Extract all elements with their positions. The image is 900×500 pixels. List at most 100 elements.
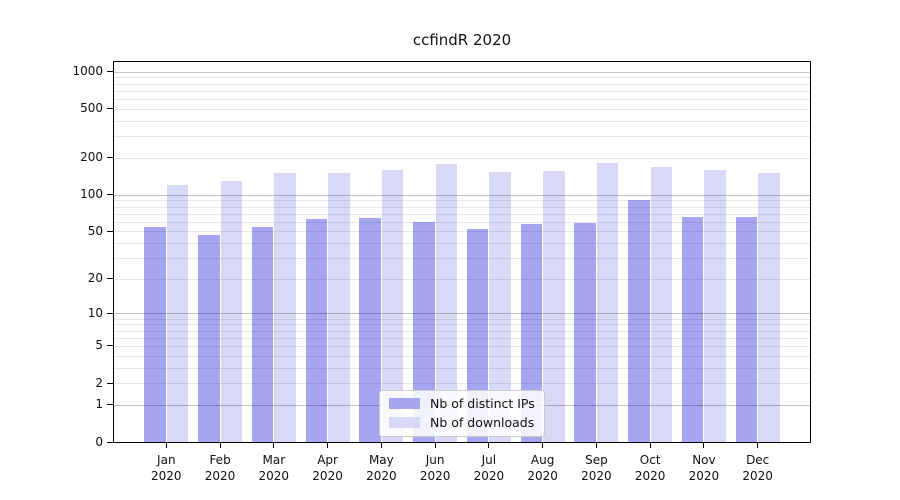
gridline-minor-800 bbox=[114, 83, 810, 85]
ytick-mark-2 bbox=[107, 382, 113, 384]
bar-distinct-ips-apr bbox=[305, 219, 328, 442]
bar-distinct-ips-nov bbox=[681, 216, 704, 442]
ytick-label-5: 5 bbox=[95, 338, 103, 353]
ytick-mark-500 bbox=[107, 108, 113, 110]
gridline-minor-90 bbox=[114, 200, 810, 202]
xtick-label-feb: Feb 2020 bbox=[204, 453, 236, 483]
ytick-label-0: 0 bbox=[95, 434, 103, 449]
bar-distinct-ips-dec bbox=[735, 216, 758, 442]
xtick-mark-feb bbox=[219, 443, 221, 448]
ytick-mark-5 bbox=[107, 345, 113, 347]
legend: Nb of distinct IPs Nb of downloads bbox=[379, 390, 545, 437]
bar-distinct-ips-aug bbox=[520, 224, 543, 442]
gridline-minor-3 bbox=[114, 367, 810, 369]
xtick-label-sep: Sep 2020 bbox=[581, 453, 612, 483]
ytick-mark-50 bbox=[107, 230, 113, 232]
bar-downloads-feb bbox=[220, 181, 243, 442]
chart-title: ccfindR 2020 bbox=[412, 31, 512, 49]
ytick-mark-100 bbox=[107, 194, 113, 196]
bar-downloads-apr bbox=[328, 172, 350, 442]
ytick-mark-0 bbox=[107, 441, 113, 443]
xtick-mark-jan bbox=[165, 443, 167, 448]
legend-swatch-downloads bbox=[389, 417, 420, 428]
ytick-mark-1 bbox=[107, 404, 113, 406]
bar-distinct-ips-sep bbox=[574, 222, 596, 442]
xtick-label-may: May 2020 bbox=[366, 453, 397, 483]
bar-downloads-jul bbox=[489, 172, 511, 442]
gridline-major-100 bbox=[114, 194, 810, 196]
xtick-mark-aug bbox=[542, 443, 544, 448]
xtick-label-jul: Jul 2020 bbox=[473, 453, 505, 483]
gridline-major-10 bbox=[114, 313, 810, 315]
bar-downloads-aug bbox=[543, 170, 565, 442]
gridline-minor-30 bbox=[114, 257, 810, 259]
gridline-minor-7 bbox=[114, 330, 810, 332]
ytick-label-2: 2 bbox=[95, 375, 103, 390]
xtick-label-apr: Apr 2020 bbox=[312, 453, 343, 483]
gridline-minor-700 bbox=[114, 90, 810, 92]
gridline-minor-2 bbox=[114, 383, 810, 385]
gridline-major-1000 bbox=[114, 71, 810, 73]
xtick-mark-mar bbox=[273, 443, 275, 448]
gridline-minor-300 bbox=[114, 136, 810, 138]
gridline-minor-40 bbox=[114, 242, 810, 244]
xtick-mark-apr bbox=[327, 443, 329, 448]
ytick-label-500: 500 bbox=[80, 101, 103, 116]
gridline-minor-4 bbox=[114, 355, 810, 357]
gridline-minor-80 bbox=[114, 206, 810, 208]
gridline-minor-5 bbox=[114, 345, 810, 347]
gridline-minor-600 bbox=[114, 99, 810, 101]
ytick-label-100: 100 bbox=[80, 187, 103, 202]
gridline-minor-200 bbox=[114, 157, 810, 159]
xtick-label-mar: Mar 2020 bbox=[258, 453, 290, 483]
xtick-label-oct: Oct 2020 bbox=[634, 453, 666, 483]
legend-item-distinct-ips: Nb of distinct IPs bbox=[389, 396, 535, 411]
gridline-minor-900 bbox=[114, 77, 810, 79]
bar-distinct-ips-jan bbox=[144, 227, 166, 442]
legend-item-downloads: Nb of downloads bbox=[389, 415, 535, 430]
gridline-minor-60 bbox=[114, 221, 810, 223]
ytick-label-50: 50 bbox=[87, 223, 103, 238]
gridline-minor-6 bbox=[114, 337, 810, 339]
gridline-minor-50 bbox=[114, 231, 810, 233]
legend-label-distinct-ips: Nb of distinct IPs bbox=[430, 396, 535, 411]
bar-distinct-ips-mar bbox=[251, 227, 274, 442]
ytick-mark-10 bbox=[107, 312, 113, 314]
xtick-mark-may bbox=[380, 443, 382, 448]
xtick-mark-jun bbox=[434, 443, 436, 448]
xtick-mark-dec bbox=[757, 443, 759, 448]
bars-layer bbox=[114, 62, 810, 442]
ytick-label-1: 1 bbox=[95, 397, 103, 412]
ytick-label-200: 200 bbox=[80, 150, 103, 165]
bar-downloads-jun bbox=[435, 163, 458, 442]
xtick-label-jan: Jan 2020 bbox=[151, 453, 182, 483]
xtick-label-dec: Dec 2020 bbox=[742, 453, 773, 483]
ytick-mark-20 bbox=[107, 278, 113, 280]
legend-swatch-distinct-ips bbox=[389, 398, 420, 409]
ytick-label-20: 20 bbox=[87, 271, 103, 286]
gridline-minor-8 bbox=[114, 324, 810, 326]
xtick-mark-sep bbox=[595, 443, 597, 448]
xtick-label-nov: Nov 2020 bbox=[688, 453, 720, 483]
bar-distinct-ips-jul bbox=[466, 229, 489, 442]
xtick-label-jun: Jun 2020 bbox=[419, 453, 451, 483]
xtick-mark-nov bbox=[703, 443, 705, 448]
legend-label-downloads: Nb of downloads bbox=[430, 415, 535, 430]
bar-downloads-nov bbox=[704, 170, 726, 442]
gridline-minor-500 bbox=[114, 108, 810, 110]
ytick-mark-200 bbox=[107, 157, 113, 159]
xtick-mark-oct bbox=[649, 443, 651, 448]
gridline-minor-70 bbox=[114, 213, 810, 215]
bar-downloads-may bbox=[381, 169, 404, 442]
xtick-label-aug: Aug 2020 bbox=[527, 453, 558, 483]
bar-downloads-oct bbox=[650, 167, 673, 442]
bar-downloads-sep bbox=[596, 163, 619, 442]
bar-downloads-jan bbox=[166, 185, 189, 442]
bar-downloads-mar bbox=[274, 173, 296, 442]
xtick-mark-jul bbox=[488, 443, 490, 448]
ytick-label-1000: 1000 bbox=[72, 64, 103, 79]
ytick-label-10: 10 bbox=[87, 305, 103, 320]
bar-distinct-ips-feb bbox=[198, 234, 220, 442]
bar-distinct-ips-oct bbox=[628, 200, 650, 442]
